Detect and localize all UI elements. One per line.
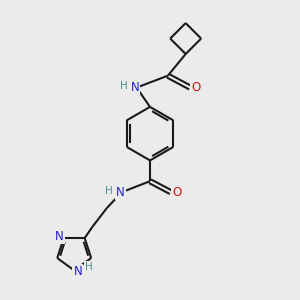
Text: H: H xyxy=(120,81,128,91)
Text: N: N xyxy=(131,81,140,94)
Text: N: N xyxy=(116,186,125,199)
Text: H: H xyxy=(85,262,93,272)
Text: N: N xyxy=(55,230,64,243)
Text: O: O xyxy=(191,81,201,94)
Text: N: N xyxy=(74,266,82,278)
Text: O: O xyxy=(172,186,182,199)
Text: H: H xyxy=(105,186,113,196)
